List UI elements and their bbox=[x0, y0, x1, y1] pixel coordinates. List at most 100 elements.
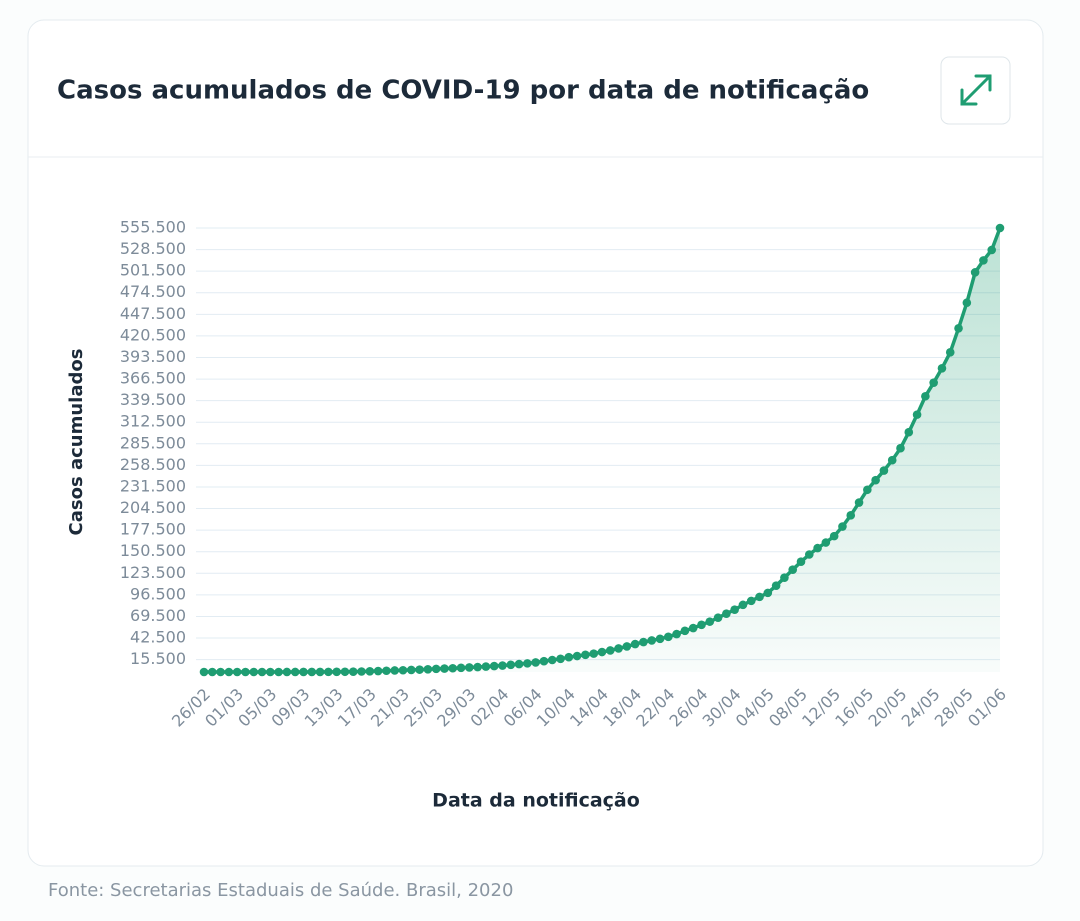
point bbox=[722, 609, 731, 618]
y-tick-label: 474.500 bbox=[120, 282, 186, 301]
y-tick-label: 204.500 bbox=[120, 498, 186, 517]
point bbox=[290, 667, 300, 677]
x-axis-label: Data da notificação bbox=[432, 790, 640, 812]
point bbox=[390, 666, 400, 675]
point bbox=[813, 543, 822, 553]
point bbox=[282, 667, 292, 677]
y-tick-label: 177.500 bbox=[120, 520, 186, 539]
point bbox=[680, 626, 690, 636]
point bbox=[572, 651, 582, 661]
point bbox=[547, 655, 557, 665]
point bbox=[829, 531, 839, 541]
point bbox=[863, 485, 872, 495]
y-tick-label: 393.500 bbox=[120, 347, 186, 366]
point bbox=[274, 667, 283, 677]
point bbox=[448, 663, 458, 673]
point bbox=[921, 391, 930, 401]
point bbox=[713, 613, 723, 622]
point bbox=[257, 667, 267, 677]
point bbox=[498, 661, 507, 670]
point bbox=[440, 664, 449, 673]
point bbox=[995, 223, 1005, 233]
point bbox=[879, 466, 889, 475]
y-axis-label: Casos acumulados bbox=[66, 349, 87, 536]
point bbox=[581, 650, 590, 660]
point bbox=[406, 665, 416, 675]
point bbox=[614, 644, 623, 653]
point bbox=[481, 662, 491, 671]
point bbox=[539, 656, 549, 666]
point bbox=[945, 347, 955, 357]
point bbox=[854, 498, 864, 507]
point bbox=[415, 665, 424, 674]
point bbox=[473, 662, 482, 672]
point bbox=[954, 324, 963, 333]
point bbox=[232, 667, 242, 677]
point bbox=[987, 245, 997, 255]
point bbox=[249, 667, 259, 677]
point bbox=[564, 652, 574, 662]
chart-title: Casos acumulados de COVID-19 por data de… bbox=[57, 76, 869, 106]
point bbox=[340, 667, 350, 677]
point bbox=[912, 410, 922, 419]
y-tick-label: 420.500 bbox=[120, 325, 186, 344]
y-tick-label: 231.500 bbox=[120, 476, 186, 495]
y-tick-label: 42.500 bbox=[130, 628, 186, 647]
point bbox=[315, 667, 325, 677]
point bbox=[647, 636, 657, 645]
y-tick-label: 150.500 bbox=[120, 541, 186, 560]
y-tick-label: 96.500 bbox=[130, 584, 186, 603]
point bbox=[688, 623, 698, 633]
point bbox=[655, 634, 665, 644]
point bbox=[241, 667, 250, 677]
point bbox=[871, 475, 880, 485]
y-tick-label: 366.500 bbox=[120, 369, 186, 388]
point bbox=[465, 663, 474, 672]
point bbox=[489, 661, 499, 671]
point bbox=[299, 667, 308, 677]
point bbox=[821, 538, 831, 547]
point bbox=[929, 378, 938, 387]
y-tick-label: 339.500 bbox=[120, 390, 186, 409]
y-tick-label: 285.500 bbox=[120, 433, 186, 452]
point bbox=[324, 667, 333, 677]
point bbox=[970, 268, 980, 277]
point bbox=[622, 642, 632, 651]
y-tick-label: 312.500 bbox=[120, 412, 186, 431]
y-tick-label: 501.500 bbox=[120, 261, 186, 280]
y-tick-label: 258.500 bbox=[120, 455, 186, 474]
point bbox=[266, 667, 275, 677]
point bbox=[597, 647, 607, 657]
point bbox=[506, 660, 516, 670]
point bbox=[738, 600, 748, 610]
y-tick-label: 15.500 bbox=[130, 649, 186, 668]
expand-icon[interactable] bbox=[960, 74, 992, 106]
point bbox=[531, 658, 540, 667]
point bbox=[780, 573, 789, 582]
point bbox=[896, 443, 905, 453]
point bbox=[672, 629, 681, 639]
point bbox=[846, 511, 856, 520]
point bbox=[705, 617, 715, 626]
point bbox=[514, 659, 524, 669]
expand-button[interactable] bbox=[940, 56, 1011, 125]
point bbox=[746, 596, 756, 606]
point bbox=[788, 565, 798, 574]
point bbox=[838, 522, 847, 531]
y-tick-label: 528.500 bbox=[120, 239, 186, 258]
point bbox=[365, 666, 375, 676]
point bbox=[431, 664, 441, 674]
point bbox=[216, 667, 225, 677]
point bbox=[763, 588, 773, 598]
point bbox=[804, 550, 814, 559]
point bbox=[937, 363, 947, 373]
point bbox=[979, 256, 988, 265]
point bbox=[373, 666, 383, 676]
point bbox=[730, 605, 739, 614]
point bbox=[307, 667, 317, 677]
point bbox=[207, 667, 217, 677]
point bbox=[398, 665, 408, 675]
point bbox=[332, 667, 341, 677]
point bbox=[589, 649, 599, 658]
